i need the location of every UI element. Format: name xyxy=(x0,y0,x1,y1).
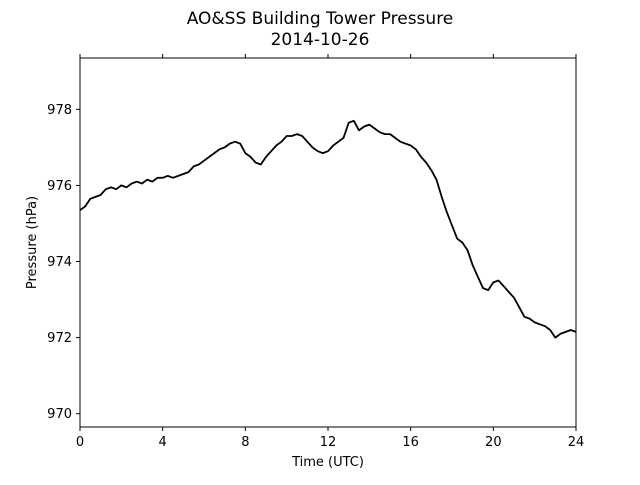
y-tick-label: 970 xyxy=(47,407,72,422)
y-tick-label: 976 xyxy=(47,179,72,194)
x-tick-label: 4 xyxy=(159,435,167,450)
chart-subtitle: 2014-10-26 xyxy=(271,30,370,50)
y-tick-label: 972 xyxy=(47,331,72,346)
y-tick-label: 974 xyxy=(47,255,72,270)
x-tick-label: 20 xyxy=(485,435,502,450)
y-axis-label: Pressure (hPa) xyxy=(25,196,40,289)
chart-title: AO&SS Building Tower Pressure xyxy=(187,9,454,29)
ticks-layer: 0 4 8 12 16 20 24 970 972 974 976 978 xyxy=(47,54,584,450)
x-tick-label: 8 xyxy=(241,435,249,450)
series-line xyxy=(79,119,577,339)
plot-frame xyxy=(79,57,577,428)
x-tick-label: 0 xyxy=(76,435,84,450)
x-tick-label: 12 xyxy=(320,435,337,450)
x-axis-label: Time (UTC) xyxy=(291,455,364,470)
y-tick-label: 978 xyxy=(47,103,72,118)
x-tick-label: 24 xyxy=(568,435,585,450)
x-tick-label: 16 xyxy=(402,435,419,450)
